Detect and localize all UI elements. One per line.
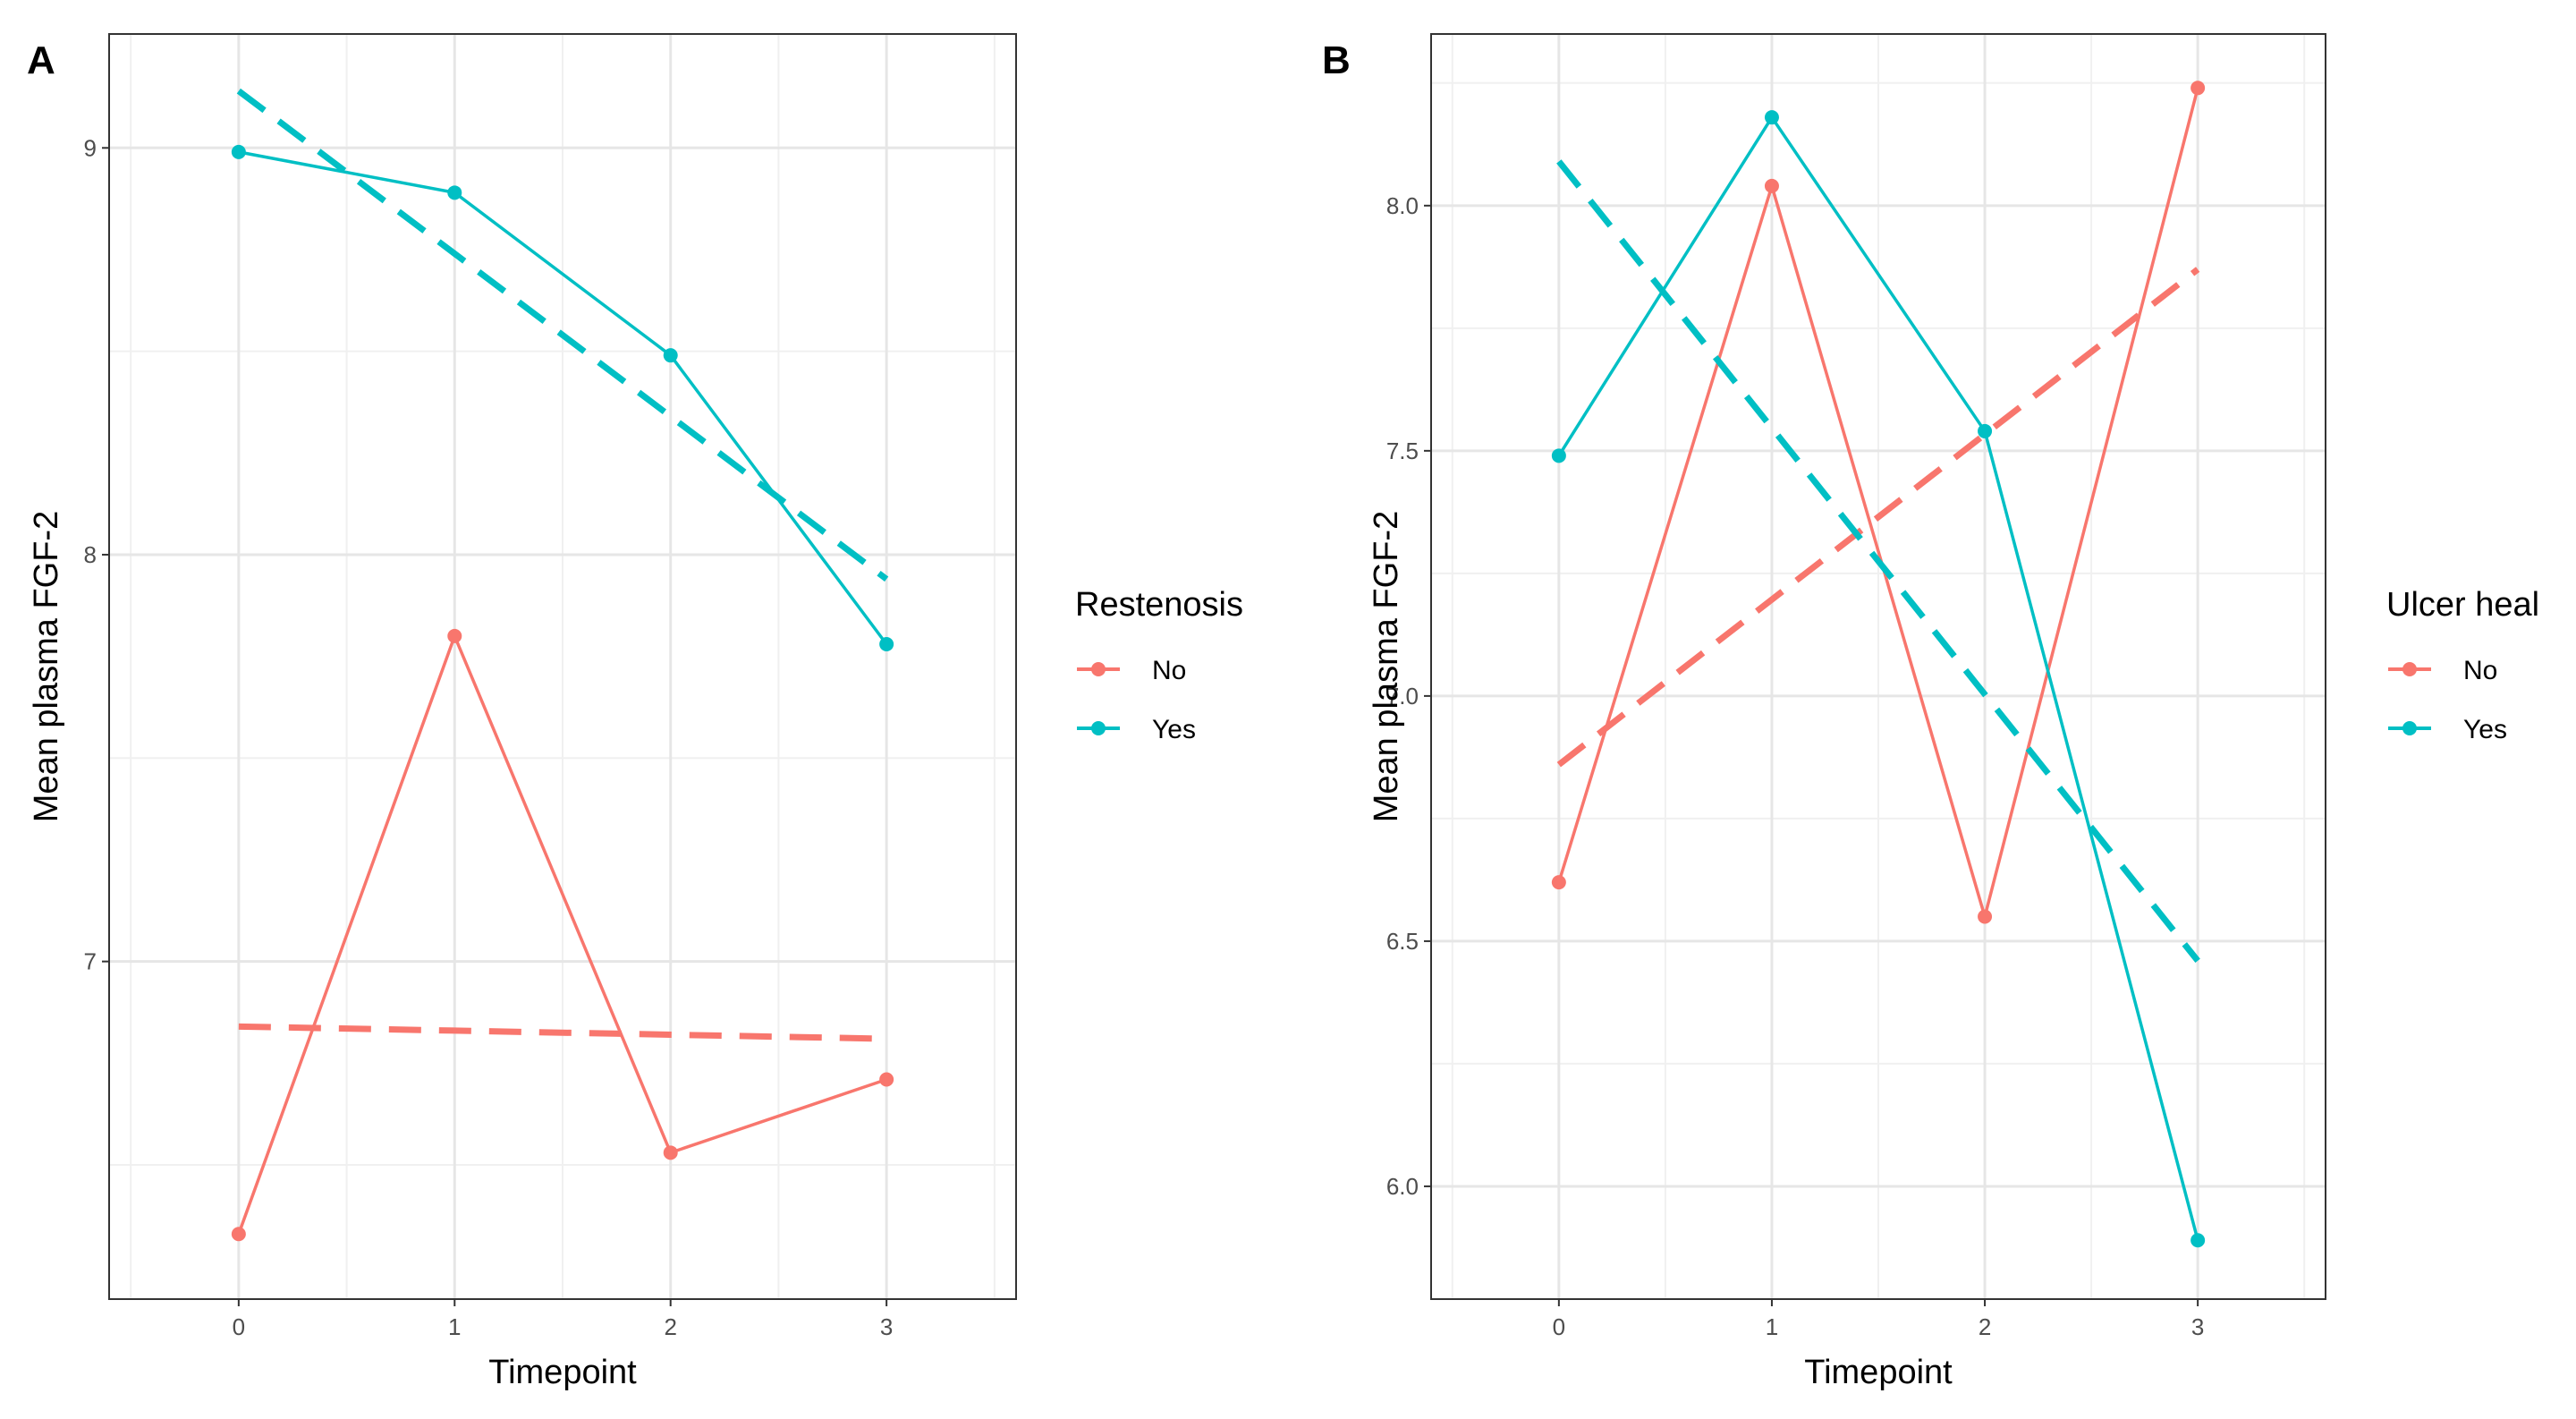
chart-panel-b: 6.0 6.5 7.0 7.5 8.0 0 1 2 3 Timepoint Mean plasma … <box>1322 33 2539 1391</box>
data-point-no <box>1978 909 1993 924</box>
data-point-yes <box>879 636 894 651</box>
plot-border <box>108 33 1017 1300</box>
legend-key-point <box>2402 721 2417 735</box>
y-tick-label: 7.5 <box>1386 438 1419 464</box>
series-line-yes <box>238 150 888 646</box>
series-line-no <box>1557 87 2199 923</box>
legend-title: Ulcer heal <box>2386 586 2539 624</box>
data-point-no <box>2190 81 2206 96</box>
legend-key-point <box>2402 662 2417 676</box>
legend-item-no: No <box>1077 656 1186 685</box>
data-point-yes <box>1551 448 1566 463</box>
x-tick-label: 3 <box>880 1313 893 1340</box>
x-tick-label: 0 <box>1553 1313 1565 1340</box>
data-point-yes <box>2190 1233 2206 1248</box>
data-point-yes <box>231 144 246 159</box>
chart-panel-a: 7 8 9 0 1 2 3 Timepoint Mean plasma FGF-2 A Resten… <box>27 33 1243 1391</box>
legend-item-yes: Yes <box>1077 715 1196 744</box>
data-point-no <box>231 1227 246 1242</box>
series-yes <box>1551 110 2206 1248</box>
panel-label: A <box>27 38 55 82</box>
panel-label: B <box>1322 38 1351 82</box>
plot-border <box>1430 33 2326 1300</box>
data-point-yes <box>1764 110 1779 125</box>
data-point-no <box>879 1072 894 1087</box>
y-tick-label: 6.5 <box>1386 928 1419 955</box>
y-tick-label: 9 <box>84 134 97 161</box>
legend-label: No <box>2463 656 2497 685</box>
y-tick-label: 8.0 <box>1386 192 1419 219</box>
legend-key-point <box>1091 662 1106 676</box>
series-no <box>1551 81 2206 924</box>
legend: Ulcer heal No Yes <box>2386 586 2539 744</box>
legend: Restenosis No Yes <box>1075 586 1243 744</box>
legend-item-no: No <box>2388 656 2497 685</box>
series-no <box>231 628 894 1242</box>
legend-item-yes: Yes <box>2388 715 2507 744</box>
trend-line-no <box>1556 267 2200 768</box>
x-axis-title: Timepoint <box>1804 1354 1953 1391</box>
y-axis-title: Mean plasma FGF-2 <box>28 511 65 822</box>
legend-label: Yes <box>2463 715 2507 744</box>
x-tick-label: 1 <box>1766 1313 1778 1340</box>
x-axis-title: Timepoint <box>488 1354 637 1391</box>
data-point-yes <box>1978 423 1993 438</box>
series-yes <box>231 88 894 651</box>
x-tick-label: 3 <box>2191 1313 2204 1340</box>
data-point-no <box>447 628 462 643</box>
x-tick-label: 2 <box>1979 1313 1991 1340</box>
series-line-no <box>237 632 887 1235</box>
y-tick-label: 7.0 <box>1386 683 1419 710</box>
y-axis-title: Mean plasma FGF-2 <box>1368 511 1405 822</box>
data-point-yes <box>447 185 462 200</box>
y-tick-label: 7 <box>84 948 97 975</box>
data-point-no <box>1551 875 1566 890</box>
legend-title: Restenosis <box>1075 586 1243 624</box>
trend-line-yes <box>1556 159 2200 964</box>
legend-label: No <box>1152 656 1186 685</box>
legend-key-point <box>1091 721 1106 735</box>
data-point-no <box>663 1145 678 1160</box>
x-tick-label: 1 <box>448 1313 461 1340</box>
x-tick-label: 0 <box>233 1313 245 1340</box>
x-tick-label: 2 <box>664 1313 676 1340</box>
series-line-yes <box>1557 114 2199 1241</box>
data-point-no <box>1764 178 1779 193</box>
data-point-yes <box>663 348 678 363</box>
y-tick-label: 6.0 <box>1386 1173 1419 1200</box>
legend-label: Yes <box>1152 715 1196 744</box>
y-tick-label: 8 <box>84 541 97 568</box>
trend-line-no <box>238 1023 887 1042</box>
